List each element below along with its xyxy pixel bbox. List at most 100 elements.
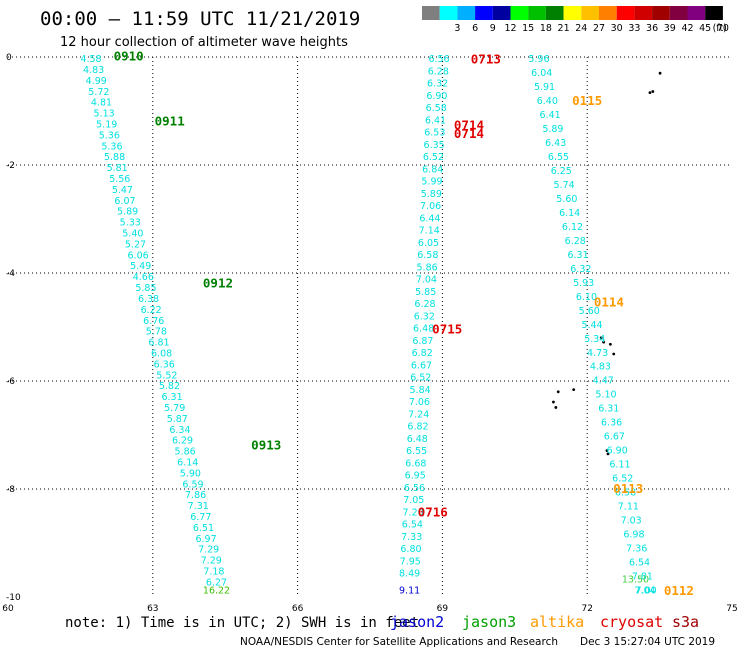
footer-credit: NOAA/NESDIS Center for Satellite Applica…: [240, 636, 558, 648]
axis-labels: 60 63 66 69 72 75 0 -2 -4 -6 -8 -10: [2, 53, 737, 614]
legend-swatch: [581, 6, 599, 20]
wave-height-label: 16.22: [203, 585, 230, 596]
legend-swatch: [669, 6, 688, 20]
legend-swatch: [492, 6, 511, 20]
wave-height-label: 6.32: [427, 79, 448, 90]
wave-height-label: 5.79: [164, 403, 185, 414]
x-tick-label: 72: [581, 604, 592, 614]
wave-height-label: 5.10: [595, 390, 616, 401]
wave-height-label: 6.90: [426, 91, 447, 102]
wave-height-label: 5.74: [554, 180, 575, 191]
wave-height-label: 6.40: [537, 96, 558, 107]
wave-height-label: 6.28: [428, 66, 449, 77]
wave-height-label: 6.32: [570, 264, 591, 275]
wave-height-label: 6.27: [206, 577, 227, 588]
wave-height-label: 6.56: [404, 483, 425, 494]
legend-label: 70: [717, 23, 729, 34]
wave-height-label: 4.81: [91, 98, 112, 109]
wave-height-label: 7.05: [403, 495, 424, 506]
wave-height-label: 6.68: [405, 458, 426, 469]
land-mark: [552, 400, 555, 404]
legend-swatch: [563, 6, 582, 20]
legend-swatch: [705, 6, 723, 20]
legend-swatch: [616, 6, 635, 20]
wave-height-label: 6.06: [128, 250, 149, 261]
wave-height-label: 6.98: [623, 530, 644, 541]
land-mark: [606, 452, 610, 456]
y-tick-label: -4: [6, 269, 15, 279]
wave-height-label: 5.90: [180, 468, 201, 479]
legend-label: 24: [575, 23, 587, 34]
footer-timestamp: Dec 3 15:27:04 UTC 2019: [580, 636, 715, 648]
wave-height-label: 6.52: [612, 474, 633, 485]
wave-height-label: 5.40: [122, 229, 143, 240]
legend-label: 33: [628, 23, 640, 34]
time-label: 0713: [471, 52, 501, 67]
wave-height-label: 6.14: [559, 208, 580, 219]
wave-height-label: 7.06: [409, 397, 430, 408]
y-tick-label: -2: [6, 161, 15, 171]
wave-height-label: 6.80: [400, 544, 421, 555]
time-label: 0714: [454, 118, 484, 133]
x-tick-label: 66: [292, 604, 304, 614]
wave-height-label: 4.83: [83, 65, 104, 76]
wave-height-label: 4.66: [133, 272, 154, 283]
wave-height-label: 6.28: [414, 299, 435, 310]
legend-label: 21: [558, 23, 570, 34]
wave-height-label: 6.22: [141, 305, 162, 316]
wave-height-label: 6.07: [114, 196, 135, 207]
wave-height-label: 4.99: [86, 76, 107, 87]
legend-label: 39: [664, 23, 676, 34]
x-tick-label: 69: [437, 604, 449, 614]
wave-height-label: 7.11: [618, 502, 639, 513]
wave-height-label: 6.14: [177, 457, 198, 468]
legend-unit: (ft): [713, 23, 727, 34]
wave-height-label: 5.19: [96, 120, 117, 131]
x-tick-label: 75: [726, 604, 737, 614]
wave-height-label: 5.36: [101, 141, 122, 152]
wave-height-label: 5.89: [421, 189, 442, 200]
wave-height-label: 6.58: [426, 103, 447, 114]
wave-height-label: 5.33: [120, 218, 141, 229]
footer-note: note: 1) Time is in UTC; 2) SWH is in fe…: [65, 615, 419, 631]
satellite-legend: jason2 jason3 altika cryosat s3a: [390, 613, 699, 631]
wave-height-label: 6.44: [419, 213, 440, 224]
wave-height-label: 6.36: [601, 418, 622, 429]
land-mark: [605, 449, 609, 453]
wave-height-label: 6.28: [565, 236, 586, 247]
wave-height-label: 6.82: [412, 348, 433, 359]
land-mark: [572, 388, 576, 392]
wave-height-label: 5.34: [584, 334, 605, 345]
legend-label: 18: [540, 23, 552, 34]
satellite-altika: altika: [530, 613, 584, 631]
wave-height-label: 6.52: [423, 152, 444, 163]
y-tick-label: -8: [6, 485, 15, 495]
land-mark: [651, 90, 655, 93]
wave-height-label: 6.48: [413, 324, 434, 335]
wave-height-label: 7.33: [401, 532, 422, 543]
wave-height-label: 8.49: [399, 569, 420, 580]
legend-swatch: [652, 6, 670, 20]
time-label: 0911: [155, 114, 185, 129]
wave-height-label: 6.82: [407, 422, 428, 433]
wave-height-label: 7.04: [635, 585, 656, 596]
wave-height-label: 7.29: [198, 545, 219, 556]
legend-swatch: [545, 6, 564, 20]
wave-height-label: 5.81: [107, 163, 128, 174]
wave-height-label: 5.99: [421, 177, 442, 188]
wave-height-label: 6.90: [607, 446, 628, 457]
land-marks: [552, 71, 662, 456]
legend-label: 42: [681, 23, 693, 34]
wave-height-label: 6.54: [629, 558, 650, 569]
y-tick-label: -10: [6, 593, 21, 603]
chart-title: 00:00 – 11:59 UTC 11/21/2019: [40, 8, 360, 30]
wave-height-label: 6.59: [182, 479, 203, 490]
wave-height-label: 7.00: [636, 585, 657, 596]
wave-height-label: 6.25: [551, 166, 572, 177]
wave-height-label: 4.73: [587, 348, 608, 359]
wave-height-label: 6.48: [407, 434, 428, 445]
legend-swatch: [457, 6, 476, 20]
wave-height-label: 5.72: [88, 87, 109, 98]
legend-label: 45: [699, 23, 711, 34]
